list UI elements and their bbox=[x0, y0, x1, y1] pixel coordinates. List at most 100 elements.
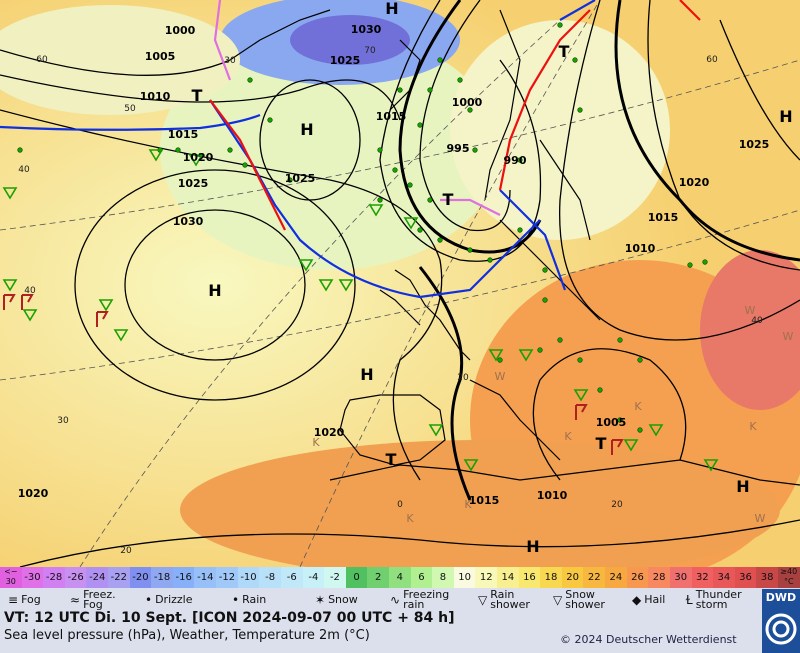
pressure-centre: H bbox=[300, 120, 313, 139]
pressure-label: 1005 bbox=[145, 50, 176, 63]
temperature-label: 30 bbox=[224, 56, 236, 66]
pressure-label: 1025 bbox=[739, 138, 770, 151]
weather-legend-label: Rain shower bbox=[490, 588, 530, 611]
scale-swatch: 38 bbox=[756, 567, 778, 588]
weather-legend-item: ✶ Snow bbox=[315, 589, 358, 611]
forecast-letter: W bbox=[755, 512, 766, 525]
pressure-centre: T bbox=[192, 86, 203, 105]
pressure-label: 1020 bbox=[18, 487, 49, 500]
pressure-label: 1025 bbox=[285, 172, 316, 185]
pressure-label: 1000 bbox=[452, 96, 483, 109]
scale-swatch: 6 bbox=[410, 567, 433, 588]
temperature-label: 60 bbox=[706, 55, 718, 65]
scale-swatch: 20 bbox=[561, 567, 584, 588]
temperature-label: 30 bbox=[57, 416, 69, 426]
temperature-label: 60 bbox=[36, 55, 48, 65]
pressure-label: 1020 bbox=[679, 176, 710, 189]
weather-legend-item: • Drizzle bbox=[145, 589, 193, 611]
forecast-letter: K bbox=[464, 498, 472, 511]
temperature-label: 50 bbox=[124, 104, 136, 114]
fog-icon: ≡ bbox=[8, 593, 19, 607]
pressure-label: 1005 bbox=[596, 416, 627, 429]
scale-swatch: -4 bbox=[302, 567, 325, 588]
pressure-centre: T bbox=[559, 42, 570, 61]
pressure-label: 1020 bbox=[314, 426, 345, 439]
pressure-centre: H bbox=[385, 0, 398, 18]
scale-swatch: -28 bbox=[43, 567, 65, 588]
weather-legend-label: Drizzle bbox=[155, 593, 193, 606]
weather-legend-item: • Rain bbox=[232, 589, 266, 611]
pressure-label: 1015 bbox=[648, 211, 679, 224]
weather-legend-label: Hail bbox=[644, 593, 666, 606]
forecast-letter: W bbox=[495, 370, 506, 383]
scale-swatch: 36 bbox=[734, 567, 757, 588]
pressure-centre: H bbox=[779, 107, 792, 126]
weather-legend: ≡ Fog ≈ Freez. Fog • Drizzle • Rain ✶ Snow ∿ Freezi… bbox=[0, 589, 760, 611]
scale-swatch: -2 bbox=[324, 567, 346, 588]
drizzle-icon: • bbox=[145, 593, 153, 607]
scale-swatch: <− 30 bbox=[0, 567, 22, 588]
pressure-centre: T bbox=[596, 434, 607, 453]
weather-legend-item: ▽ Rain shower bbox=[478, 589, 530, 611]
weather-legend-label: Rain bbox=[242, 593, 267, 606]
scale-swatch: -24 bbox=[86, 567, 109, 588]
pressure-label: 1025 bbox=[178, 177, 209, 190]
weather-legend-item: ≡ Fog bbox=[8, 589, 41, 611]
temperature-label: 40 bbox=[751, 316, 763, 326]
pressure-label: 990 bbox=[504, 154, 527, 167]
temperature-label: 70 bbox=[364, 46, 376, 56]
pressure-label: 1010 bbox=[140, 90, 171, 103]
scale-swatch: -18 bbox=[151, 567, 173, 588]
thunderstorm-icon: Ɫ bbox=[686, 593, 693, 607]
scale-swatch: 22 bbox=[583, 567, 606, 588]
scale-swatch: 4 bbox=[388, 567, 411, 588]
scale-swatch: ≥40 °C bbox=[777, 567, 800, 588]
temperature-label: 0 bbox=[397, 500, 403, 510]
scale-swatch: 16 bbox=[518, 567, 541, 588]
pressure-centre: H bbox=[526, 537, 539, 556]
scale-swatch: 34 bbox=[713, 567, 735, 588]
scale-swatch: 32 bbox=[691, 567, 714, 588]
scale-swatch: 30 bbox=[669, 567, 692, 588]
synoptic-map: 1000 1005 1010 1015 1020 1025 1030 1025 … bbox=[0, 0, 800, 567]
weather-legend-label: Snow bbox=[328, 593, 358, 606]
freezing-rain-icon: ∿ bbox=[390, 593, 401, 607]
scale-swatch: 0 bbox=[345, 567, 368, 588]
scale-swatch: -6 bbox=[280, 567, 303, 588]
pressure-centre: H bbox=[736, 477, 749, 496]
weather-legend-item: ◆ Hail bbox=[632, 589, 665, 611]
snow-shower-icon: ▽ bbox=[553, 593, 563, 607]
pressure-centre: T bbox=[386, 450, 397, 469]
forecast-letter: K bbox=[634, 400, 642, 413]
rain-shower-icon: ▽ bbox=[478, 593, 488, 607]
forecast-letter: W bbox=[745, 304, 756, 317]
weather-legend-item: ▽ Snow shower bbox=[553, 589, 605, 611]
forecast-letter: K bbox=[564, 430, 572, 443]
scale-swatch: 26 bbox=[626, 567, 649, 588]
temperature-scale: <− 30 -30 -28 -26 -24 -22 -20 -18 -16 -14 -12 -10 -8… bbox=[0, 567, 800, 588]
dwd-swirl-icon bbox=[765, 613, 797, 645]
dwd-logo: DWD bbox=[762, 589, 800, 653]
temperature-label: 40 bbox=[18, 165, 30, 175]
pressure-label: 1000 bbox=[165, 24, 196, 37]
legend-panel: <− 30 -30 -28 -26 -24 -22 -20 -18 -16 -14 -12 -10 -8… bbox=[0, 567, 800, 653]
weather-legend-label: Snow shower bbox=[565, 588, 605, 611]
weather-legend-label: Freezing rain bbox=[403, 588, 450, 611]
scale-swatch: -30 bbox=[21, 567, 44, 588]
snow-icon: ✶ bbox=[315, 593, 326, 607]
forecast-letter: K bbox=[312, 436, 320, 449]
scale-swatch: 14 bbox=[497, 567, 519, 588]
scale-swatch: 12 bbox=[475, 567, 498, 588]
temperature-label: 40 bbox=[24, 286, 36, 296]
weather-legend-item: ∿ Freezing rain bbox=[390, 589, 449, 611]
forecast-letter: K bbox=[406, 512, 414, 525]
scale-swatch: -16 bbox=[172, 567, 195, 588]
scale-swatch: -26 bbox=[64, 567, 87, 588]
weather-legend-label: Thunder storm bbox=[695, 588, 742, 611]
chart-subtitle: Sea level pressure (hPa), Weather, Tempe… bbox=[4, 628, 370, 643]
weather-legend-label: Freez. Fog bbox=[83, 588, 116, 611]
pressure-label: 1015 bbox=[469, 494, 500, 507]
pressure-label: 1030 bbox=[173, 215, 204, 228]
weather-legend-item: ≈ Freez. Fog bbox=[70, 589, 116, 611]
scale-swatch: 8 bbox=[432, 567, 454, 588]
